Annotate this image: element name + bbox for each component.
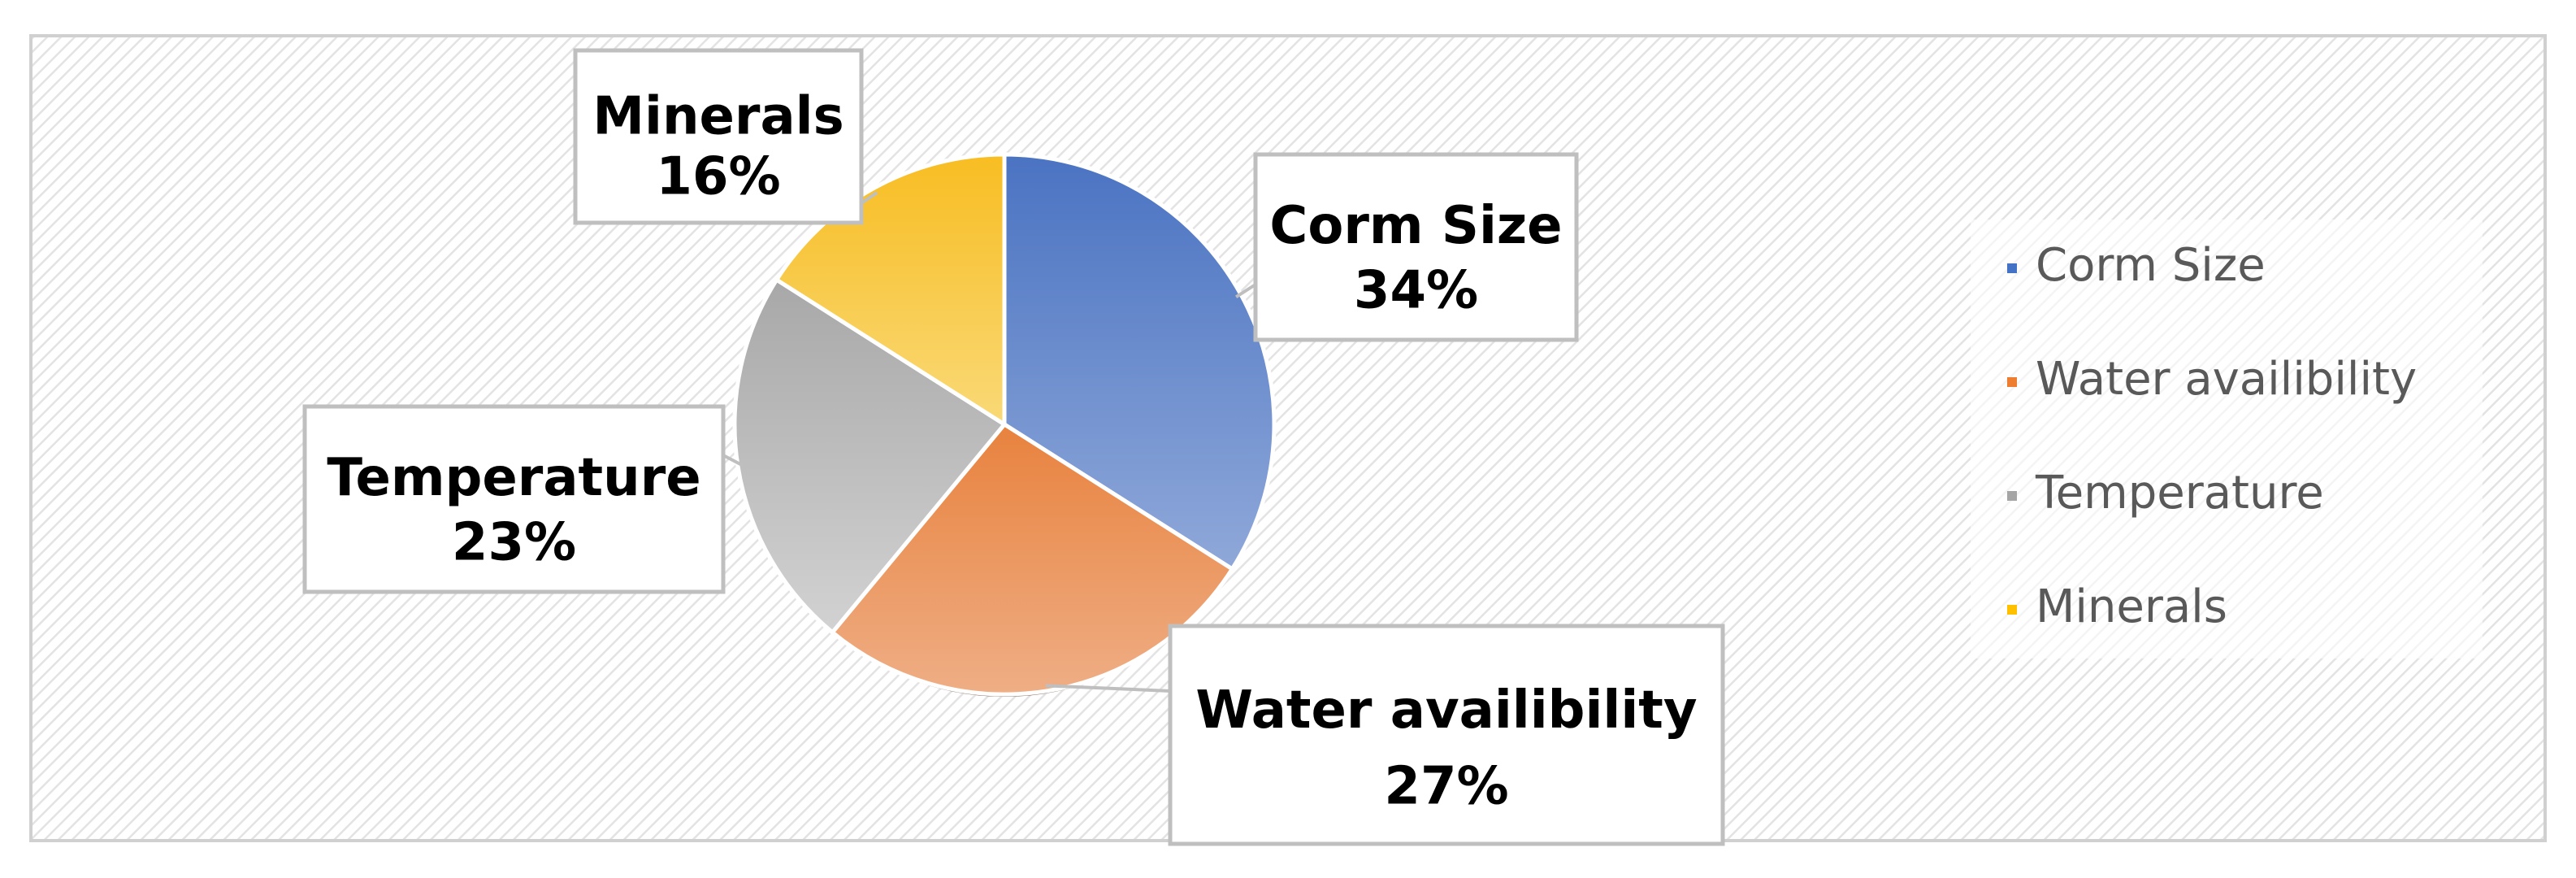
data-label-category: Minerals [592,86,843,146]
data-label-box [573,48,864,225]
data-label-box [302,404,726,594]
data-label-percent: 34% [1354,261,1478,321]
legend-swatch-temperature [2007,491,2017,501]
legend-label-corm-size: Corm Size [2036,239,2266,292]
legend: Corm Size Water availibility Temperature Mi… [2007,239,2417,633]
data-label-box [1168,624,1725,846]
leader-lines [722,191,1257,693]
legend-swatch-minerals [2007,605,2017,615]
data-label-percent: 27% [1384,757,1508,817]
leader-line-water-availibility [1045,684,1171,693]
data-label-category: Water availibility [1195,680,1697,741]
leader-line-temperature [722,454,744,467]
legend-label-temperature: Temperature [2035,467,2324,519]
leader-line-minerals [860,191,878,205]
data-label-box [1253,152,1579,342]
data-label-percent: 16% [656,147,780,207]
legend-box [1971,220,2483,658]
data-label-category: Corm Size [1269,196,1562,256]
legend-swatch-corm-size [2007,263,2017,273]
pie-slice-temperature [732,276,1008,636]
legend-label-water-availibility: Water availibility [2036,353,2417,406]
legend-label-minerals: Minerals [2036,580,2227,633]
data-label-category: Temperature [327,448,700,508]
leader-line-corm-size [1235,283,1257,298]
legend-swatch-water-availibility [2007,377,2017,387]
data-label-water-availibility: Water availibility 27% [1168,624,1725,846]
pie-slices [732,152,1277,697]
pie-slice-water-availibility [829,421,1235,697]
data-label-percent: 23% [452,513,576,573]
